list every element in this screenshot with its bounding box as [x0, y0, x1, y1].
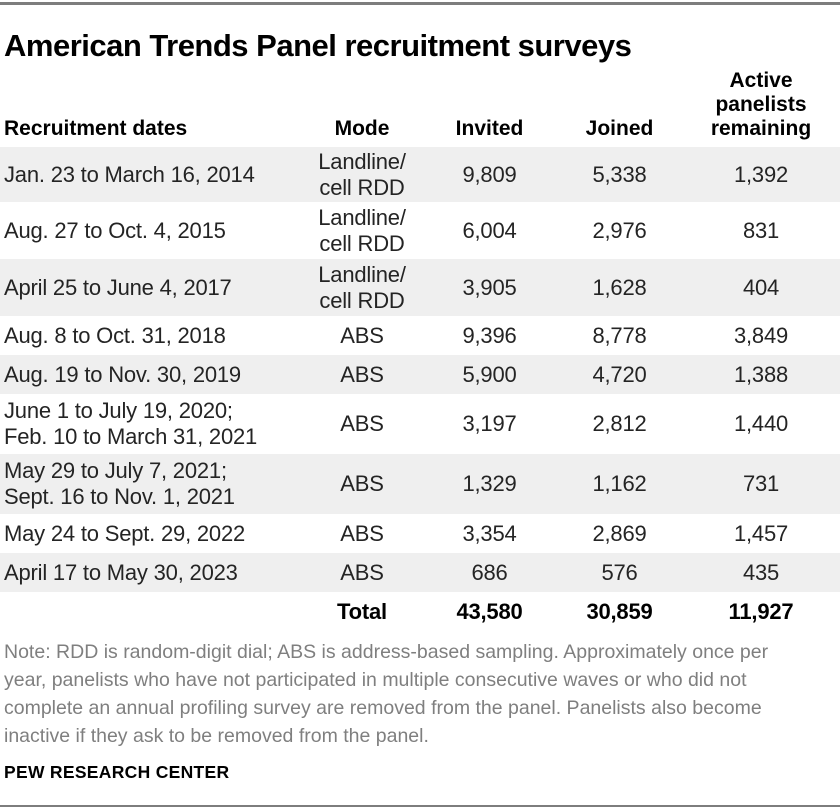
cell-recruitment-dates: Aug. 19 to Nov. 30, 2019 — [4, 361, 241, 387]
cell-recruitment-dates: April 25 to June 4, 2017 — [4, 274, 232, 300]
cell-remaining: 1,388 — [733, 361, 789, 387]
cell-recruitment-dates: May 29 to July 7, 2021; Sept. 16 to Nov.… — [4, 458, 235, 509]
table-row: April 17 to May 30, 2023 ABS 686 576 435 — [0, 553, 840, 592]
bottom-divider — [0, 805, 840, 807]
total-invited: 43,580 — [456, 599, 523, 624]
cell-invited: 1,329 — [462, 471, 517, 496]
total-row: Total 43,580 30,859 11,927 — [0, 592, 840, 632]
cell-mode: ABS — [340, 411, 384, 436]
total-remaining: 11,927 — [728, 599, 794, 624]
cell-mode: ABS — [340, 322, 384, 348]
cell-invited: 3,905 — [462, 274, 517, 300]
cell-mode: Landline/ cell RDD — [318, 148, 406, 200]
cell-recruitment-dates: June 1 to July 19, 2020; Feb. 10 to Marc… — [4, 398, 258, 449]
column-header-joined: Joined — [585, 117, 654, 140]
cell-joined: 5,338 — [592, 161, 647, 187]
cell-joined: 1,162 — [592, 471, 647, 496]
cell-joined: 1,628 — [592, 274, 647, 300]
cell-joined: 2,869 — [592, 520, 647, 546]
table-row: Aug. 8 to Oct. 31, 2018 ABS 9,396 8,778 … — [0, 316, 840, 355]
cell-joined: 8,778 — [592, 322, 647, 348]
cell-mode: ABS — [340, 520, 384, 546]
cell-mode: ABS — [340, 471, 384, 496]
table-row: April 25 to June 4, 2017 Landline/ cell … — [0, 259, 840, 316]
cell-remaining: 435 — [742, 559, 780, 585]
cell-joined: 576 — [601, 559, 638, 585]
cell-invited: 9,396 — [462, 322, 517, 348]
column-header-recruitment-dates: Recruitment dates — [4, 117, 188, 140]
cell-invited: 6,004 — [462, 217, 517, 243]
cell-invited: 9,809 — [462, 161, 517, 187]
recruitment-table: Recruitment dates Mode Invited Joined Ac… — [0, 69, 840, 632]
column-header-mode: Mode — [334, 117, 390, 140]
note-text: Note: RDD is random-digit dial; ABS is a… — [4, 641, 769, 747]
cell-empty — [0, 592, 302, 632]
cell-invited: 3,354 — [462, 520, 517, 546]
cell-invited: 5,900 — [462, 361, 517, 387]
total-label: Total — [337, 599, 387, 624]
cell-mode: ABS — [340, 559, 384, 585]
top-divider — [0, 2, 840, 5]
source-label: PEW RESEARCH CENTER — [4, 762, 230, 782]
cell-mode: Landline/ cell RDD — [318, 204, 406, 256]
column-header-active-panelists-remaining: Active panelists remaining — [710, 69, 812, 140]
table-row: Aug. 19 to Nov. 30, 2019 ABS 5,900 4,720… — [0, 355, 840, 394]
header-row: Recruitment dates Mode Invited Joined Ac… — [0, 69, 840, 147]
cell-recruitment-dates: Jan. 23 to March 16, 2014 — [4, 161, 255, 187]
cell-remaining: 3,849 — [733, 322, 789, 348]
total-joined: 30,859 — [586, 599, 653, 624]
cell-recruitment-dates: May 24 to Sept. 29, 2022 — [4, 520, 246, 546]
cell-remaining: 831 — [742, 217, 780, 243]
table-row: May 24 to Sept. 29, 2022 ABS 3,354 2,869… — [0, 514, 840, 553]
table-row: June 1 to July 19, 2020; Feb. 10 to Marc… — [0, 394, 840, 454]
cell-recruitment-dates: April 17 to May 30, 2023 — [4, 559, 238, 585]
cell-joined: 2,812 — [592, 411, 647, 436]
cell-joined: 4,720 — [592, 361, 647, 387]
table-row: Jan. 23 to March 16, 2014 Landline/ cell… — [0, 147, 840, 202]
page-title: American Trends Panel recruitment survey… — [4, 28, 632, 63]
table-row: Aug. 27 to Oct. 4, 2015 Landline/ cell R… — [0, 202, 840, 259]
cell-recruitment-dates: Aug. 8 to Oct. 31, 2018 — [4, 322, 226, 348]
column-header-invited: Invited — [455, 117, 524, 140]
cell-mode: ABS — [340, 361, 384, 387]
table-row: May 29 to July 7, 2021; Sept. 16 to Nov.… — [0, 454, 840, 514]
cell-remaining: 731 — [742, 471, 780, 496]
cell-recruitment-dates: Aug. 27 to Oct. 4, 2015 — [4, 217, 226, 243]
cell-remaining: 1,457 — [733, 520, 789, 546]
cell-remaining: 404 — [742, 274, 780, 300]
cell-joined: 2,976 — [592, 217, 647, 243]
cell-invited: 3,197 — [462, 411, 517, 436]
cell-remaining: 1,440 — [733, 411, 789, 436]
cell-mode: Landline/ cell RDD — [318, 261, 406, 313]
cell-remaining: 1,392 — [733, 161, 789, 187]
cell-invited: 686 — [471, 559, 508, 585]
